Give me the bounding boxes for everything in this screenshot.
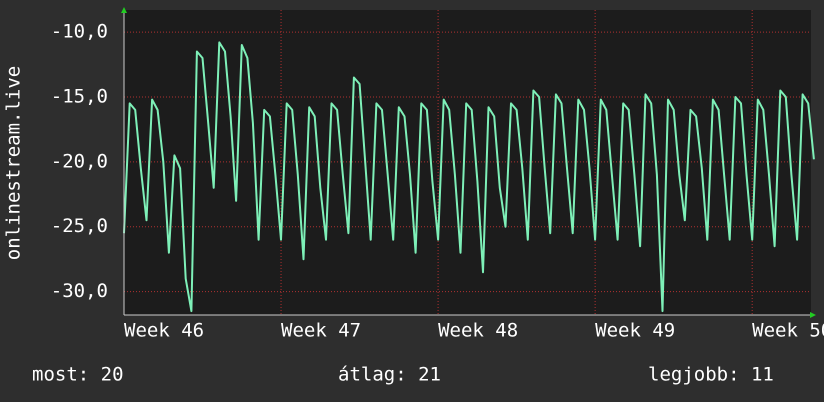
x-tick-label: Week 48 — [438, 320, 518, 342]
plot — [123, 41, 815, 313]
footer: most: 20 átlag: 21 legjobb: 11 — [32, 364, 774, 386]
axis-arrow — [810, 312, 816, 318]
y-tick-label: -20,0 — [51, 150, 108, 172]
y-tick-label: -15,0 — [51, 85, 108, 107]
plot-area — [124, 10, 811, 315]
summary-stat: most: 20 — [32, 364, 124, 386]
data-line — [123, 41, 815, 313]
y-tick-label: -10,0 — [51, 21, 108, 43]
summary-stat: legjobb: 11 — [648, 364, 774, 386]
x-tick-label: Week 50 — [752, 320, 824, 342]
summary-stat: átlag: 21 — [338, 364, 441, 386]
x-tick-label: Week 47 — [281, 320, 361, 342]
axis-arrow — [121, 7, 127, 13]
x-tick-label: Week 49 — [595, 320, 675, 342]
x-tick-label: Week 46 — [124, 320, 204, 342]
y-tick-label: -25,0 — [51, 215, 108, 237]
y-axis-title: onlinestream.live — [3, 66, 25, 260]
y-tick-label: -30,0 — [51, 280, 108, 302]
